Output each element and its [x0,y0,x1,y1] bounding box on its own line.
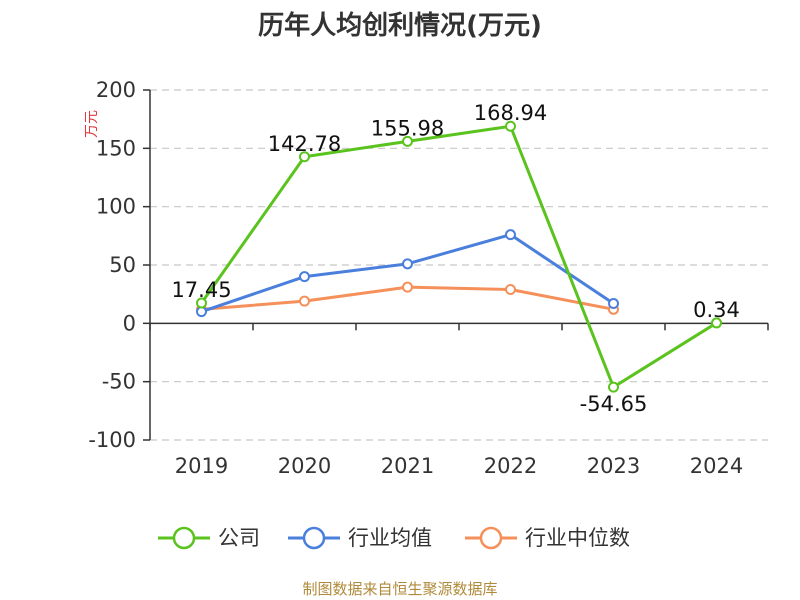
y-tick-label: 50 [109,253,136,277]
chart-title: 历年人均创利情况(万元) [258,10,542,41]
axes [143,89,769,441]
data-point [608,381,619,393]
x-tick-label: 2019 [175,454,228,478]
y-tick-label: 200 [96,78,136,102]
y-tick-label: 0 [123,311,136,335]
data-point [402,258,413,270]
series-lines [196,120,722,393]
data-point [402,135,413,147]
data-point [299,271,310,283]
y-tick-label: 150 [96,136,136,160]
data-label: 168.94 [474,101,547,125]
legend-marker [172,526,196,550]
data-label: 155.98 [371,116,444,140]
y-tick-label: -100 [88,428,136,452]
data-point [608,298,619,309]
data-point [711,317,722,329]
x-tick-labels: 2019 2020 2021 2022 2023 2024 [175,454,743,478]
y-axis-unit: 万元 [84,110,100,138]
x-tick-label: 2024 [690,454,743,478]
data-point [505,229,516,241]
x-tick-label: 2020 [278,454,331,478]
data-label: 142.78 [268,132,341,156]
data-label: 0.34 [693,298,740,322]
data-labels: 17.45 142.78 155.98 168.94 -54.65 0.34 [171,101,739,416]
x-tick-label: 2023 [587,454,640,478]
legend-item[interactable]: 行业均值 [288,526,432,550]
x-tick-label: 2022 [484,454,537,478]
legend-label: 行业中位数 [525,526,630,550]
data-label: -54.65 [580,392,648,416]
legend-label: 公司 [218,526,260,550]
y-tick-label: -50 [102,370,136,394]
data-point [299,295,310,307]
legend[interactable]: 公司 行业均值 行业中位数 [158,526,630,550]
legend-marker [479,526,503,550]
data-point [505,120,516,132]
legend-marker [302,526,326,550]
data-label: 17.45 [171,278,231,302]
data-point [402,281,413,293]
y-tick-labels: 200 150 100 50 0 -50 -100 [88,78,136,452]
series-line [201,233,615,314]
data-point [196,297,207,309]
data-point [299,151,310,163]
data-point [196,306,207,318]
legend-label: 行业均值 [348,526,432,550]
x-tick-label: 2021 [381,454,434,478]
legend-item[interactable]: 行业中位数 [465,526,630,550]
legend-item[interactable]: 公司 [158,526,260,550]
series-line [200,124,718,389]
y-tick-label: 100 [96,195,136,219]
gridlines [150,89,768,441]
data-point [505,284,516,295]
source-note: 制图数据来自恒生聚源数据库 [302,580,497,598]
